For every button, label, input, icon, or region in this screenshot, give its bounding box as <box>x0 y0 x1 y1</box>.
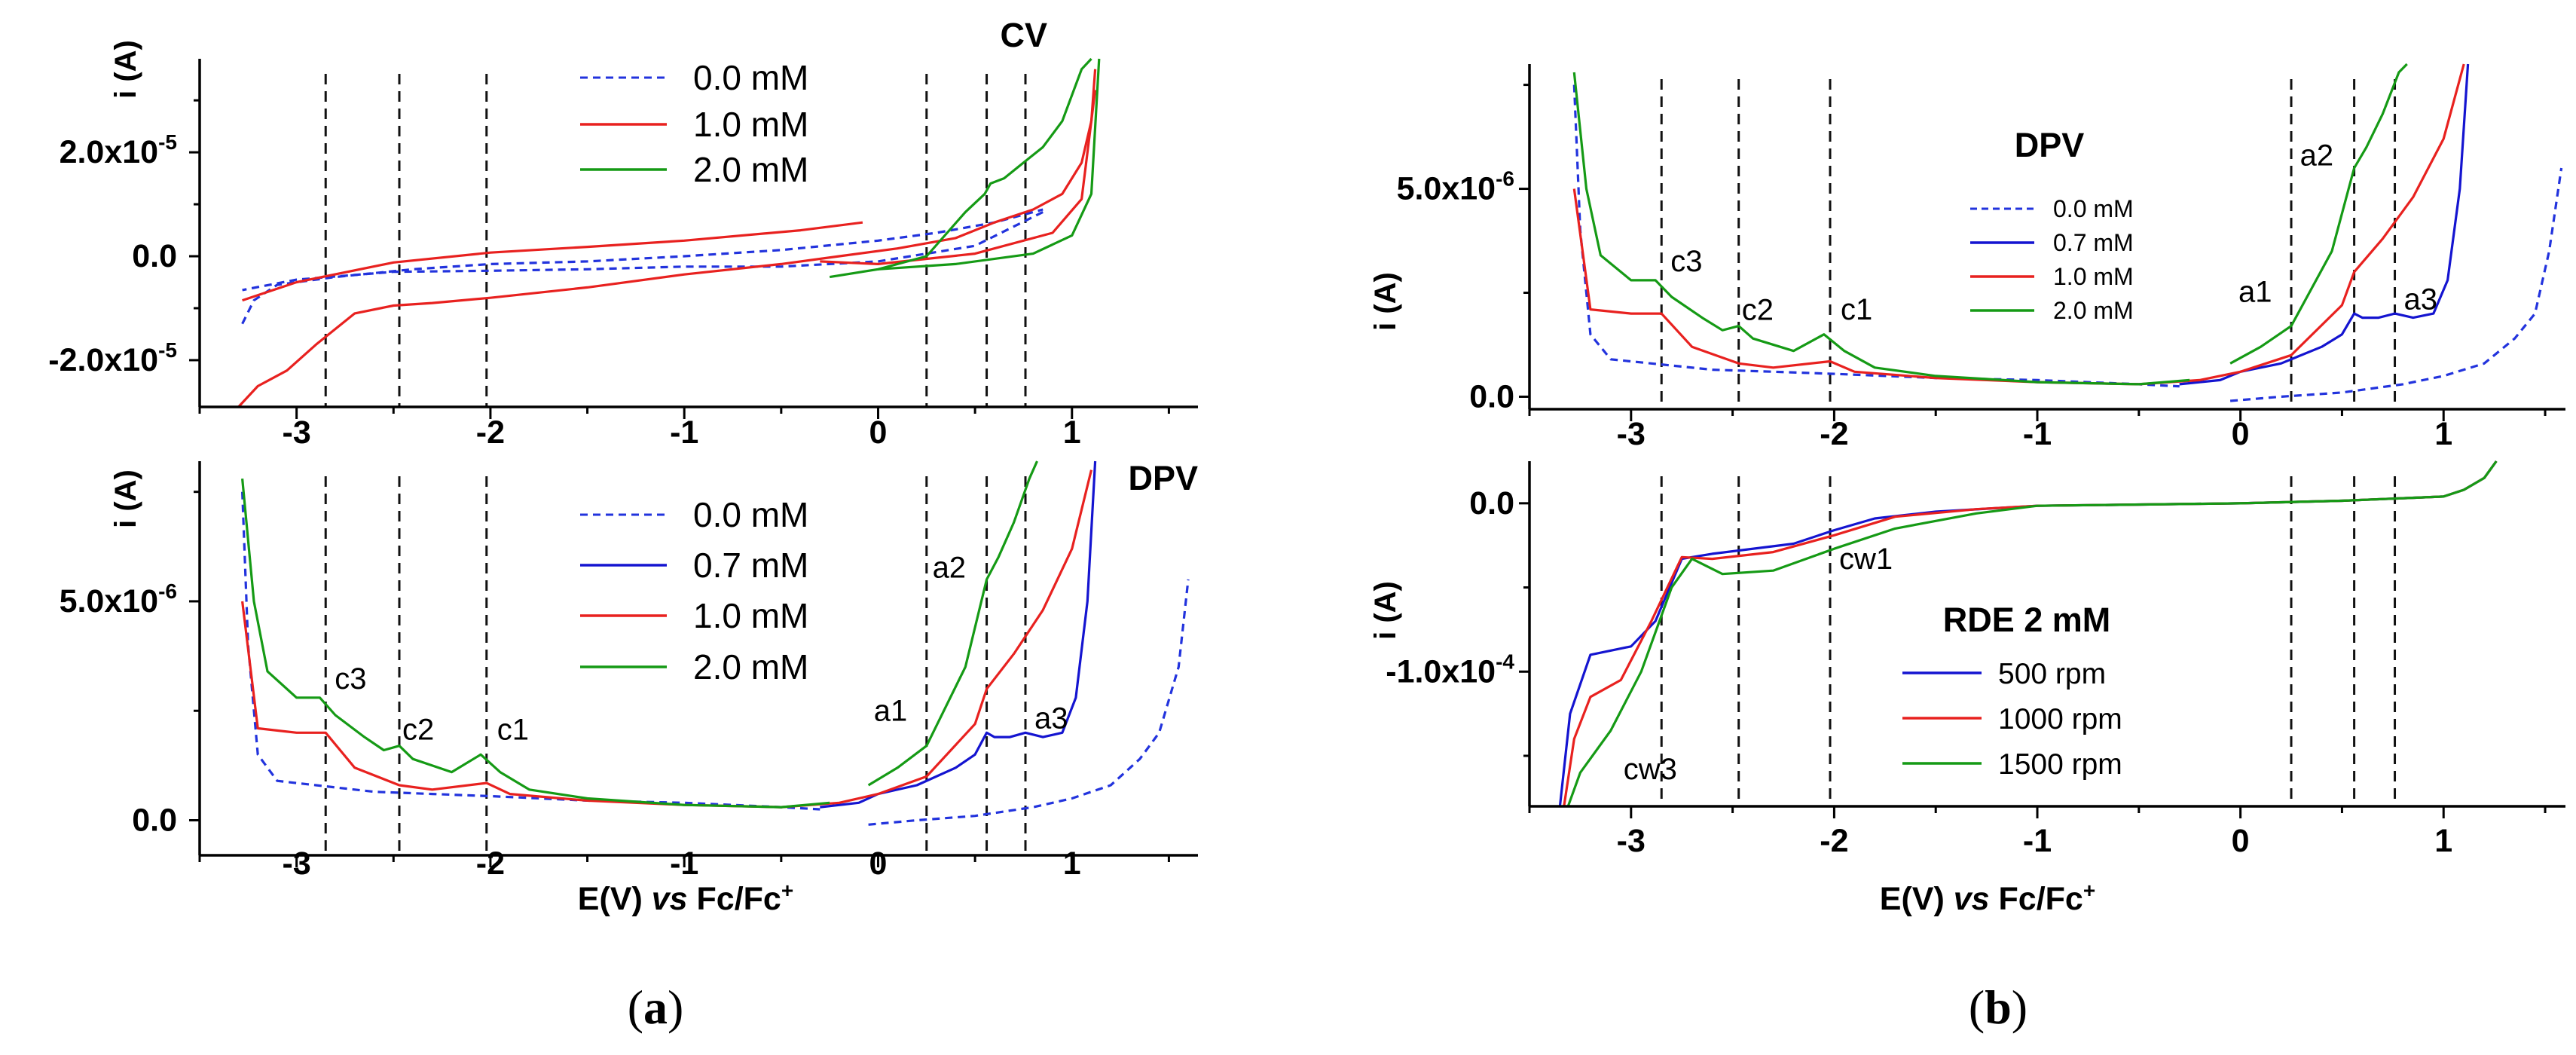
panel-title: RDE 2 mM <box>1943 601 2111 639</box>
series-line-0-0-mm <box>241 491 820 811</box>
x-tick-label: -1 <box>2023 416 2052 452</box>
series-line-0-0-mm <box>2229 167 2563 402</box>
panel-title: CV <box>1000 16 1047 54</box>
legend-label: 0.0 mM <box>693 58 808 97</box>
x-tick-label: 1 <box>2434 416 2452 452</box>
x-tick-label: 0 <box>869 414 888 451</box>
peak-label-a3: a3 <box>2404 283 2438 316</box>
series-line-2-0-mm <box>867 460 1038 787</box>
legend-label: 0.0 mM <box>2053 195 2134 222</box>
legend-label: 1000 rpm <box>1998 703 2122 735</box>
legend-label: 2.0 mM <box>2053 297 2134 324</box>
x-tick-label: -2 <box>476 846 505 882</box>
peak-label-a2: a2 <box>2300 139 2334 173</box>
y-tick-label: 0.0 <box>1469 485 1514 521</box>
legend: 0.0 mM 1.0 mM 2.0 mM <box>580 58 808 189</box>
legend: 0.0 mM 0.7 mM 1.0 mM 2.0 mM <box>1970 195 2134 324</box>
y-tick-label: 0.0 <box>1469 378 1514 414</box>
panel-a-dpv: 0.0 5.0x10-6 -3 -2 -1 0 1 c3 c2 c1 a1 a2 a3 DPV i … <box>60 459 1198 917</box>
caption-a: (a) <box>628 980 684 1034</box>
peak-label-c2: c2 <box>402 714 434 747</box>
peak-label-cw1: cw1 <box>1839 543 1893 576</box>
legend-label: 0.7 mM <box>693 546 808 585</box>
y-tick-label: 0.0 <box>132 803 177 839</box>
x-tick-label: 1 <box>1063 846 1081 882</box>
legend-label: 1.0 mM <box>693 596 808 635</box>
peak-label-a2: a2 <box>933 551 967 584</box>
legend: 0.0 mM 0.7 mM 1.0 mM 2.0 mM <box>580 495 808 687</box>
series-line-1-0-mm <box>237 69 1097 408</box>
x-tick-label: 0 <box>2232 823 2250 859</box>
legend-label: 1.0 mM <box>2053 263 2134 290</box>
legend-label: 0.7 mM <box>2053 229 2134 256</box>
x-tick-label: 1 <box>2434 823 2452 859</box>
peak-label-cw3: cw3 <box>1624 753 1677 786</box>
series-line-1-0-mm <box>820 90 1097 265</box>
panel-title: DPV <box>2015 126 2085 164</box>
peak-label-a1: a1 <box>874 694 908 727</box>
series-line-2-0-mm <box>241 479 830 809</box>
peak-label-a3: a3 <box>1034 702 1068 735</box>
x-axis-title: E(V) vs Fc/Fc+ <box>578 879 793 917</box>
legend-label: 1.0 mM <box>693 105 808 144</box>
series-line-1-0-mm <box>242 221 863 302</box>
y-axis-title: i (A) <box>109 40 142 99</box>
peak-label-c1: c1 <box>497 714 529 747</box>
y-tick-label: 5.0x10-6 <box>1397 167 1514 207</box>
legend-label: 0.0 mM <box>693 495 808 534</box>
peak-label-c2: c2 <box>1742 294 1774 327</box>
series-line-1-0-mm <box>1572 63 2465 386</box>
x-tick-label: -1 <box>670 846 698 882</box>
y-tick-label: -2.0x10-5 <box>48 338 177 378</box>
y-tick-label: -1.0x10-4 <box>1386 650 1514 690</box>
legend-label: 1500 rpm <box>1998 748 2122 781</box>
x-tick-label: -2 <box>476 414 505 451</box>
peak-label-c1: c1 <box>1841 293 1872 326</box>
legend: 500 rpm 1000 rpm 1500 rpm <box>1902 658 2122 781</box>
x-tick-label: -3 <box>283 846 311 882</box>
peak-label-c3: c3 <box>1670 245 1702 278</box>
x-tick-label: -3 <box>283 414 311 451</box>
series-line-2-0-mm <box>1572 72 2190 386</box>
x-tick-label: -3 <box>1617 416 1646 452</box>
legend-label: 2.0 mM <box>693 150 808 189</box>
x-tick-label: -3 <box>1617 823 1646 859</box>
x-tick-label: 0 <box>2232 416 2250 452</box>
panel-b-rde: -1.0x10-4 0.0 -3 -2 -1 0 1 cw1 cw3 RDE 2 mM i … <box>1369 460 2565 917</box>
legend-label: 500 rpm <box>1998 658 2106 690</box>
series-line-0-7-mm <box>2179 63 2470 386</box>
series-line-2-0-mm <box>829 57 1092 279</box>
series-line-1500-rpm <box>1566 460 2498 807</box>
series-line-0-0-mm <box>1572 84 2180 388</box>
y-tick-label: 2.0x10-5 <box>60 130 177 170</box>
peak-label-a1: a1 <box>2238 276 2272 309</box>
peak-label-c3: c3 <box>335 662 366 696</box>
series-line-0-7-mm <box>820 460 1097 809</box>
x-tick-label: -2 <box>1820 823 1848 859</box>
y-axis-title: i (A) <box>109 469 142 528</box>
x-tick-label: 1 <box>1063 414 1081 451</box>
y-axis-title: i (A) <box>1369 272 1402 331</box>
y-tick-label: 0.0 <box>132 238 177 274</box>
series-line-0-0-mm <box>868 579 1190 826</box>
panel-title: DPV <box>1128 459 1198 497</box>
series-line-0-0-mm <box>242 210 1044 292</box>
x-tick-label: 0 <box>869 846 888 882</box>
caption-b: (b) <box>1969 980 2027 1034</box>
y-tick-label: 5.0x10-6 <box>60 579 177 619</box>
x-tick-label: -1 <box>670 414 698 451</box>
series-line-2-0-mm <box>878 58 1101 271</box>
panel-a-cv: -2.0x10-5 0.0 2.0x10-5 -3 -2 -1 0 1 CV i (A) 0… <box>48 16 1198 451</box>
series-line-0-0-mm <box>241 208 1044 325</box>
series-line-1-0-mm <box>241 469 1093 809</box>
x-tick-label: -2 <box>1820 416 1848 452</box>
x-axis-title: E(V) vs Fc/Fc+ <box>1880 879 2095 917</box>
x-tick-label: -1 <box>2023 823 2052 859</box>
series-line-2-0-mm <box>2229 63 2408 365</box>
legend-label: 2.0 mM <box>693 647 808 687</box>
y-axis-title: i (A) <box>1369 581 1402 640</box>
panel-b-dpv: 0.0 5.0x10-6 -3 -2 -1 0 1 c3 c2 c1 a1 a2 a3 DPV i … <box>1369 63 2565 452</box>
